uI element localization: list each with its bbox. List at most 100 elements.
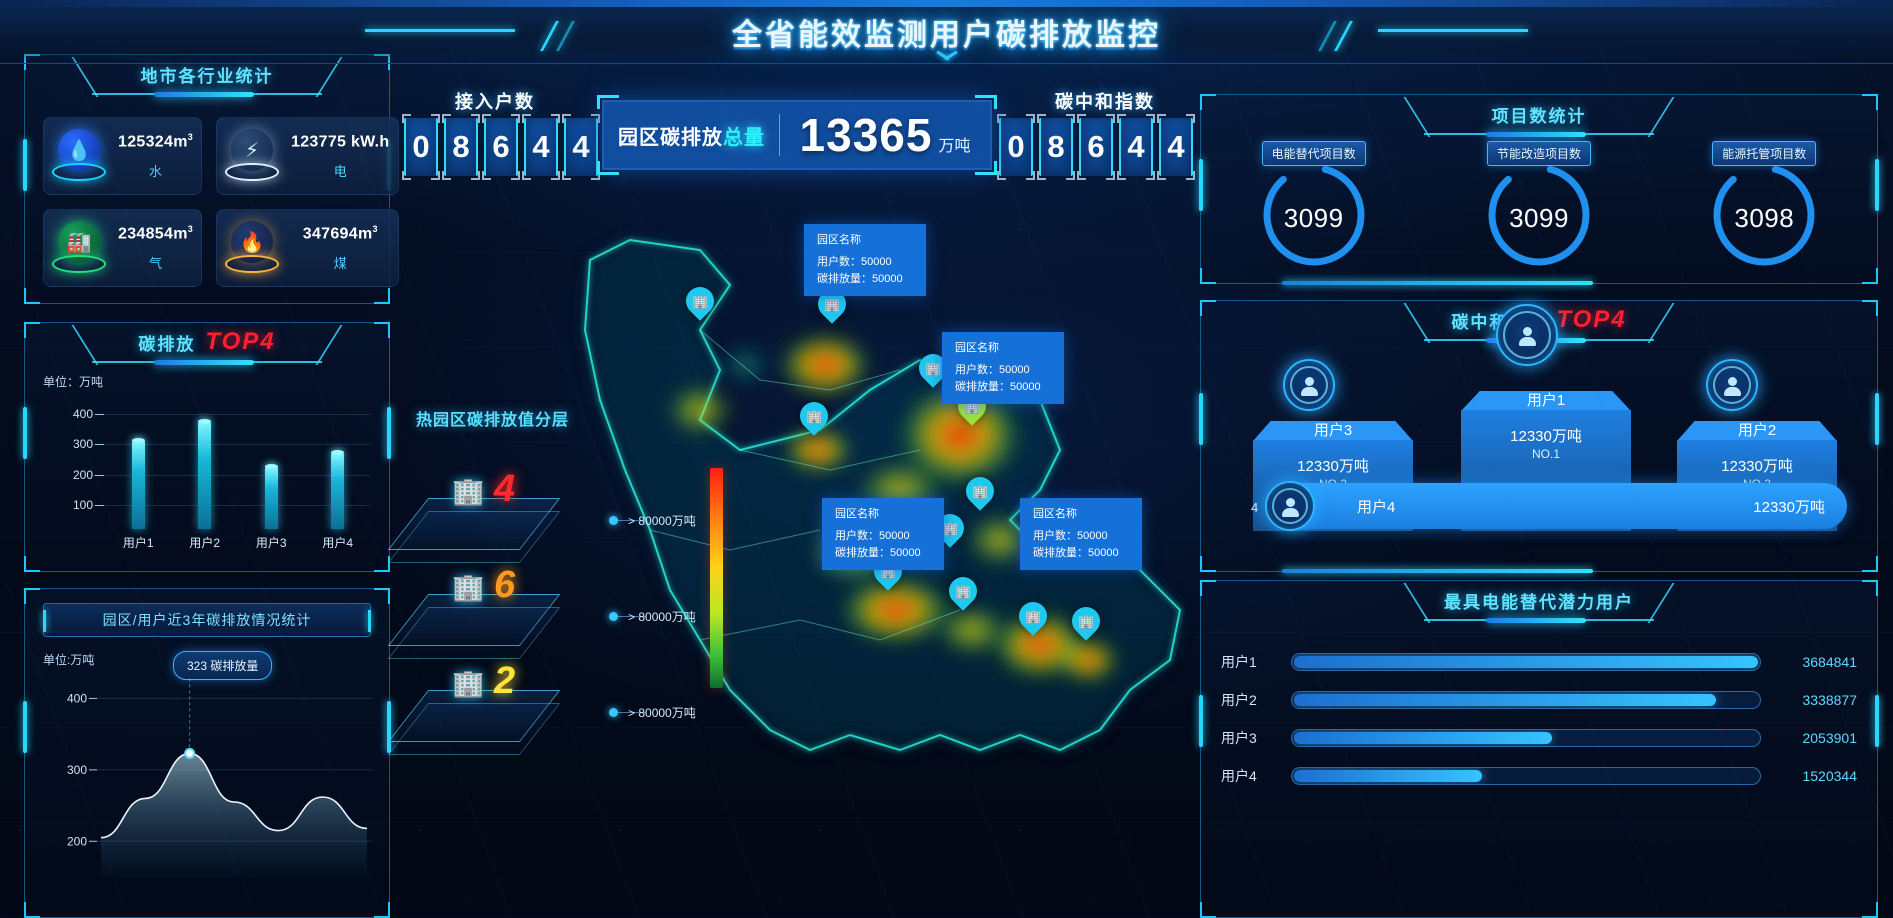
info-card-title: 园区名称	[955, 342, 999, 354]
building-icon: 🏢	[1024, 608, 1042, 624]
total-emission-value: 13365	[799, 109, 933, 161]
y-axis-dash	[95, 444, 104, 446]
potential-user-row[interactable]: 用户3 2053901	[1221, 719, 1857, 757]
households-digit-4: 4	[562, 114, 600, 180]
project-donut[interactable]: 能源托管项目数 3098	[1704, 141, 1824, 271]
panel-potential-users: 最具电能替代潜力用户 用户1 3684841 用户2 3338877 用户3 205390…	[1199, 580, 1879, 918]
bar-column[interactable]	[243, 467, 299, 529]
metric-card-water[interactable]: 💧 125324m3 水	[43, 117, 203, 195]
panel-title-carbon-top4: 碳排放 TOP4	[138, 328, 276, 355]
map-pin-cyan[interactable]: 🏢	[943, 571, 983, 615]
donut-value: 3099	[1283, 202, 1344, 233]
metric-card-electricity[interactable]: ⚡ 123775 kW.h 电	[216, 117, 399, 195]
bar-column[interactable]	[110, 441, 166, 529]
map-info-card[interactable]: 园区名称 用户数：50000 碳排放量：50000	[1020, 498, 1142, 571]
info-card-emission: 碳排放量：50000	[955, 381, 1041, 394]
heat-layer-item[interactable]: 🏢 4	[387, 468, 593, 563]
building-icon: 🏢	[691, 293, 709, 309]
map-pin-cyan[interactable]: 🏢	[960, 471, 1000, 515]
panel-title-accent: TOP4	[1556, 306, 1627, 333]
y-axis-tick: 200	[72, 467, 93, 482]
potential-user-name: 用户1	[1221, 654, 1257, 670]
info-card-users: 用户数：50000	[955, 364, 1030, 377]
potential-user-row[interactable]: 用户2 3338877	[1221, 681, 1857, 719]
map-pin-cyan[interactable]: 🏢	[794, 396, 834, 440]
heat-layer-item[interactable]: 🏢 2	[387, 660, 593, 755]
building-icon: 🏢	[1077, 613, 1095, 629]
panel-title-potential: 最具电能替代潜力用户	[1444, 592, 1634, 612]
panel-neutral-top4: 碳中和指数 TOP4 用户3 12330万吨 NO.2 用户1 12330万吨 …	[1199, 300, 1879, 573]
bar-column[interactable]	[177, 421, 233, 529]
info-card-title: 园区名称	[1033, 508, 1077, 520]
layer-value: > 80000万吨	[628, 514, 696, 528]
project-donut-row: 电能替代项目数 3099 节能改造项目数 3099 能源托管项目数 3098	[1201, 141, 1877, 271]
rank4-value: 12330万吨	[1753, 498, 1825, 516]
info-card-title: 园区名称	[835, 508, 879, 520]
potential-progress-fill	[1294, 656, 1758, 668]
podium-name: 用户2	[1737, 422, 1777, 439]
avatar	[1265, 481, 1315, 531]
header-wing-right	[1298, 21, 1528, 51]
trend-toggle-button[interactable]: 园区/用户近3年碳排放情况统计	[43, 603, 371, 637]
metric-card-coal[interactable]: 🔥 347694m3 煤	[216, 209, 399, 287]
households-digit-0: 0	[402, 114, 440, 180]
building-icon: 🏢	[452, 572, 485, 602]
layer-count: 4	[494, 468, 516, 510]
donut-caption: 能源托管项目数	[1712, 141, 1817, 166]
layer-value: > 80000万吨	[628, 610, 696, 624]
bar-chart-carbon-top4: 400 300 200 100 用户1 用户2 用户3 用户4	[39, 395, 377, 555]
info-card-users: 用户数：50000	[835, 530, 910, 543]
rank4-row[interactable]: 用户4 12330万吨	[1277, 483, 1847, 529]
metric-value-water: 125324m3	[118, 132, 194, 151]
podium-name: 用户1	[1526, 392, 1566, 409]
x-axis-tick: 用户3	[255, 536, 287, 550]
donut-caption: 电能替代项目数	[1261, 141, 1366, 166]
donut-ring	[1263, 164, 1365, 266]
chevron-down-icon	[936, 54, 958, 65]
flame-icon: 🔥	[223, 219, 281, 277]
bar-column[interactable]	[310, 453, 366, 529]
potential-user-value: 3684841	[1802, 654, 1857, 670]
potential-user-value: 3338877	[1802, 692, 1857, 708]
info-card-users: 用户数：50000	[1033, 530, 1108, 543]
carbon-index-digit-0: 0	[997, 114, 1035, 180]
y-axis-tick: 400	[67, 691, 87, 705]
donut-caption: 节能改造项目数	[1486, 141, 1591, 166]
metric-value-coal: 347694m3	[302, 224, 378, 243]
map-pin-cyan[interactable]: 🏢	[1013, 596, 1053, 640]
project-donut[interactable]: 节能改造项目数 3099	[1479, 141, 1599, 271]
map-pin-cyan[interactable]: 🏢	[1066, 601, 1106, 645]
building-icon: 🏢	[823, 296, 841, 312]
building-icon: 🏢	[971, 483, 989, 499]
y-axis-tick: 200	[67, 834, 87, 848]
map-info-card[interactable]: 园区名称 用户数：50000 碳排放量：50000	[822, 498, 944, 571]
y-axis-dash	[95, 504, 104, 506]
potential-user-row[interactable]: 用户1 3684841	[1221, 643, 1857, 681]
potential-user-row[interactable]: 用户4 1520344	[1221, 757, 1857, 795]
kpi-label-carbon-index: 碳中和指数	[1055, 92, 1155, 112]
map-info-card[interactable]: 园区名称用户数：50000 碳排放量：50000	[942, 332, 1064, 405]
info-card-title: 园区名称	[817, 234, 861, 246]
y-axis-tick: 300	[72, 437, 93, 452]
total-emission-label: 园区碳排放总量	[618, 126, 765, 149]
header-wing-left	[365, 21, 595, 51]
map-container[interactable]: 🏢 🏢 🏢 🏢 🏢 🏢 🏢 🏢 🏢 🏢 🏢 园区名称 用户数：50000 碳排放量：50000 园区名称用…	[400, 190, 1200, 918]
gas-icon: 🏭	[50, 219, 108, 277]
x-axis-tick: 用户2	[189, 536, 221, 550]
rank4-index: 4	[1251, 500, 1259, 515]
area-fill	[101, 753, 367, 877]
y-axis-dash	[95, 474, 104, 476]
building-icon: 🏢	[452, 668, 485, 698]
podium: 用户3 12330万吨 NO.2 用户1 12330万吨 NO.1 用户2 12…	[1201, 304, 1877, 531]
avatar	[1496, 304, 1558, 366]
map-pin-cyan[interactable]: 🏢	[680, 281, 720, 325]
metric-card-gas[interactable]: 🏭 234854m3 气	[43, 209, 203, 287]
households-digit-2: 6	[482, 114, 520, 180]
metric-value-gas: 234854m3	[118, 224, 194, 243]
heat-layer-item[interactable]: 🏢 6	[387, 564, 593, 659]
map-info-card[interactable]: 园区名称 用户数：50000 碳排放量：50000	[804, 224, 926, 297]
project-donut[interactable]: 电能替代项目数 3099	[1254, 141, 1374, 271]
